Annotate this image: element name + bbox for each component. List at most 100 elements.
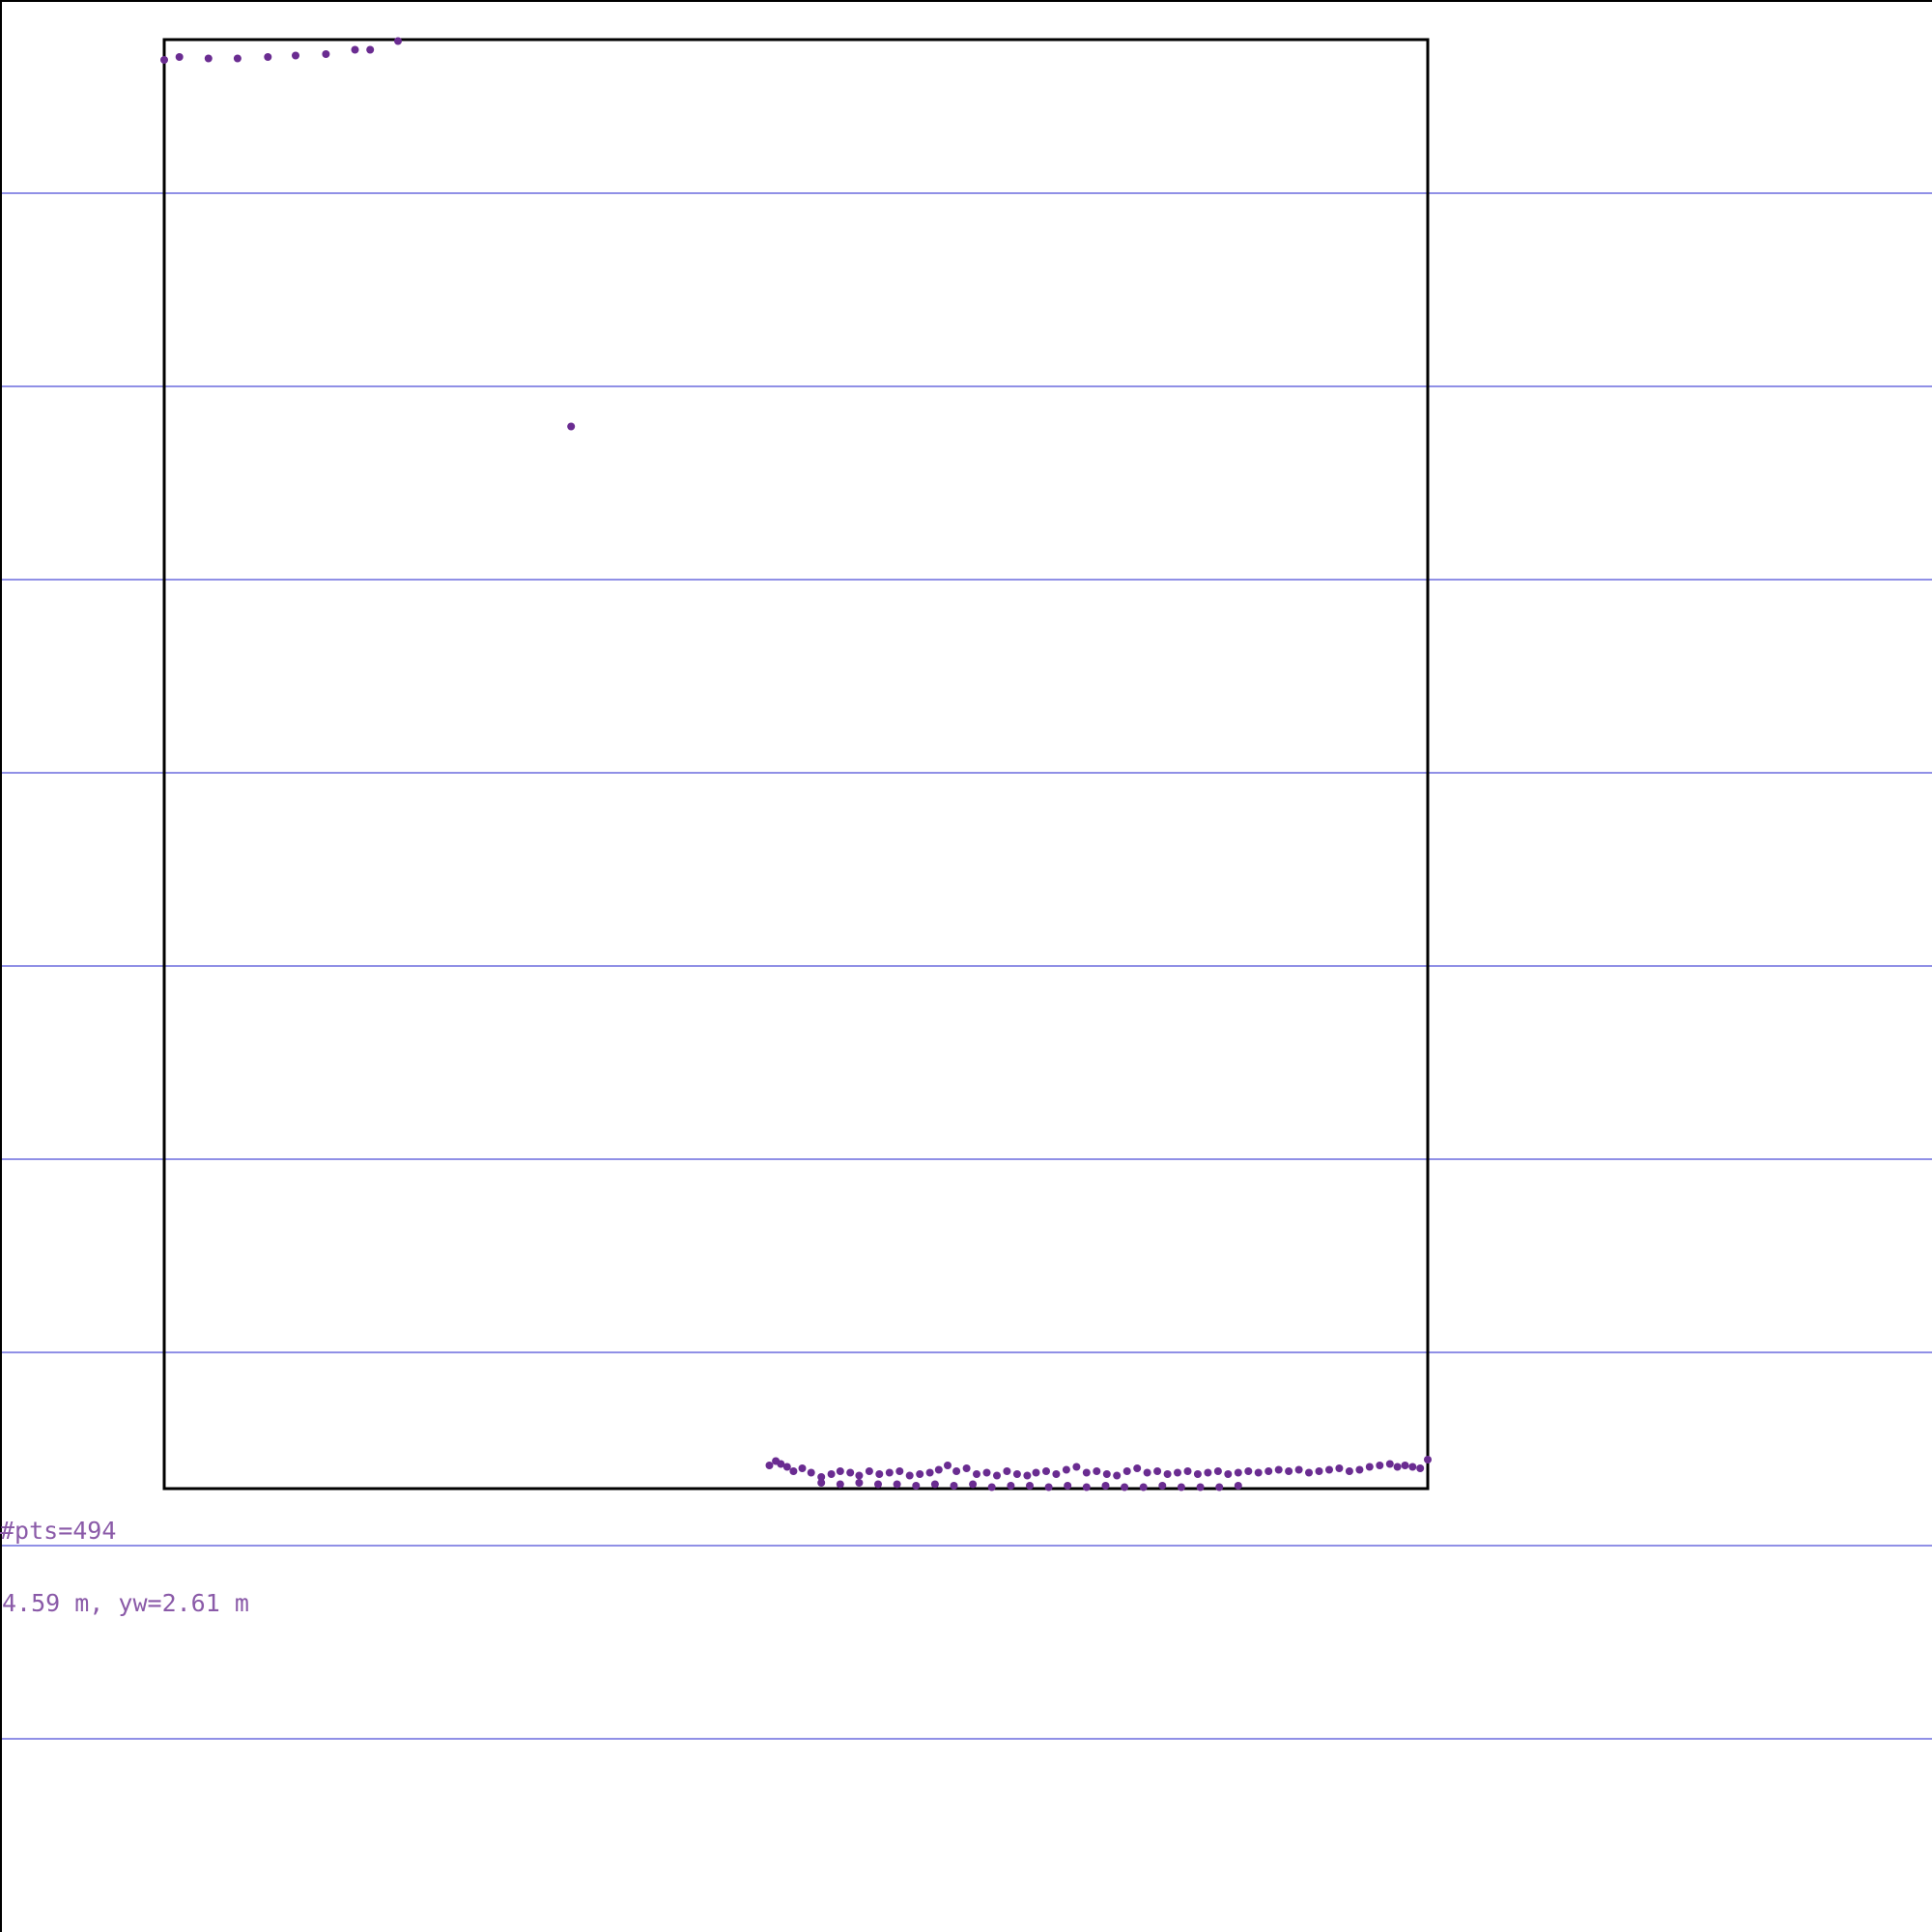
- data-point: [987, 1483, 996, 1492]
- data-point: [1032, 1468, 1040, 1477]
- data-point: [836, 1480, 844, 1489]
- data-point: [1305, 1468, 1313, 1477]
- gridlines: [0, 192, 1932, 1740]
- data-point: [855, 1479, 864, 1487]
- data-point: [1365, 1463, 1374, 1471]
- data-point: [1285, 1467, 1293, 1475]
- data-point: [1113, 1471, 1122, 1480]
- data-point: [1325, 1465, 1333, 1474]
- data-point: [1234, 1482, 1242, 1490]
- data-point: [817, 1479, 826, 1487]
- data-point: [1072, 1463, 1081, 1471]
- data-point: [950, 1482, 958, 1490]
- data-point: [777, 1460, 785, 1468]
- data-point: [1158, 1482, 1167, 1490]
- data-point: [1244, 1467, 1253, 1475]
- data-point: [798, 1464, 807, 1472]
- data-point: [233, 54, 242, 63]
- data-point: [1204, 1468, 1212, 1477]
- data-point: [1101, 1482, 1110, 1490]
- data-point: [567, 422, 576, 431]
- data-point: [394, 37, 402, 45]
- data-point: [1102, 1470, 1111, 1478]
- data-point: [1153, 1467, 1162, 1475]
- data-point: [1183, 1467, 1192, 1475]
- data-point: [366, 45, 375, 54]
- data-point: [934, 1465, 943, 1474]
- data-point: [1234, 1468, 1242, 1477]
- extent-label: 4.59 m, yw=2.61 m: [2, 1589, 249, 1617]
- data-point: [1254, 1468, 1263, 1477]
- data-point: [1093, 1467, 1101, 1475]
- data-point: [1023, 1471, 1032, 1480]
- data-point: [175, 53, 184, 61]
- data-point: [1122, 1467, 1131, 1475]
- data-point: [1003, 1467, 1011, 1475]
- data-point: [893, 1480, 901, 1489]
- data-point: [1294, 1465, 1303, 1474]
- data-point: [1355, 1465, 1364, 1474]
- data-point: [1274, 1465, 1283, 1474]
- data-point: [1052, 1470, 1061, 1478]
- data-point: [1174, 1468, 1181, 1477]
- data-point: [930, 1480, 939, 1489]
- data-point: [1082, 1468, 1091, 1477]
- data-point: [916, 1470, 924, 1478]
- data-point: [1401, 1462, 1409, 1469]
- data-points: [160, 37, 1432, 1492]
- data-point: [1012, 1470, 1021, 1478]
- data-point: [1215, 1483, 1224, 1492]
- data-point: [962, 1464, 971, 1472]
- data-point: [789, 1467, 798, 1475]
- data-point: [875, 1470, 884, 1478]
- data-point: [846, 1468, 855, 1477]
- data-point: [1335, 1464, 1344, 1472]
- data-point: [1264, 1467, 1273, 1475]
- data-point: [1315, 1467, 1323, 1475]
- data-point: [855, 1471, 864, 1480]
- data-point: [1416, 1464, 1425, 1472]
- data-point: [969, 1480, 978, 1489]
- data-point: [1026, 1482, 1034, 1490]
- plot-frame: [162, 38, 1430, 1491]
- data-point: [912, 1482, 921, 1490]
- data-point: [1345, 1467, 1353, 1475]
- data-point: [993, 1471, 1001, 1480]
- data-point: [1408, 1463, 1417, 1471]
- data-point: [865, 1467, 873, 1475]
- data-point: [827, 1470, 836, 1478]
- data-point: [1042, 1467, 1050, 1475]
- data-point: [765, 1462, 774, 1469]
- data-point: [1143, 1468, 1151, 1477]
- data-point: [1007, 1482, 1015, 1490]
- data-point: [807, 1468, 815, 1477]
- data-point: [925, 1468, 934, 1477]
- data-point: [292, 51, 299, 60]
- data-point: [782, 1463, 791, 1471]
- data-point: [1193, 1470, 1202, 1478]
- data-point: [885, 1468, 894, 1477]
- data-point: [1064, 1482, 1072, 1490]
- data-point: [895, 1467, 904, 1475]
- data-point: [322, 50, 330, 58]
- data-point: [351, 45, 359, 54]
- data-point: [874, 1480, 882, 1489]
- data-point: [1163, 1470, 1172, 1478]
- data-point: [1062, 1465, 1070, 1474]
- data-point: [1385, 1460, 1394, 1468]
- data-point: [982, 1468, 991, 1477]
- data-point: [1213, 1467, 1222, 1475]
- data-point: [973, 1470, 980, 1478]
- data-point: [264, 53, 272, 61]
- data-point: [1044, 1483, 1053, 1492]
- data-point: [1121, 1483, 1129, 1492]
- data-point: [1139, 1483, 1148, 1492]
- data-point: [817, 1473, 826, 1481]
- data-point: [160, 56, 168, 64]
- data-point: [1424, 1456, 1432, 1463]
- data-point: [836, 1467, 844, 1475]
- data-point: [204, 54, 213, 63]
- data-point: [1196, 1483, 1205, 1492]
- points-count-label: #pts=494: [0, 1517, 116, 1545]
- data-point: [944, 1462, 952, 1469]
